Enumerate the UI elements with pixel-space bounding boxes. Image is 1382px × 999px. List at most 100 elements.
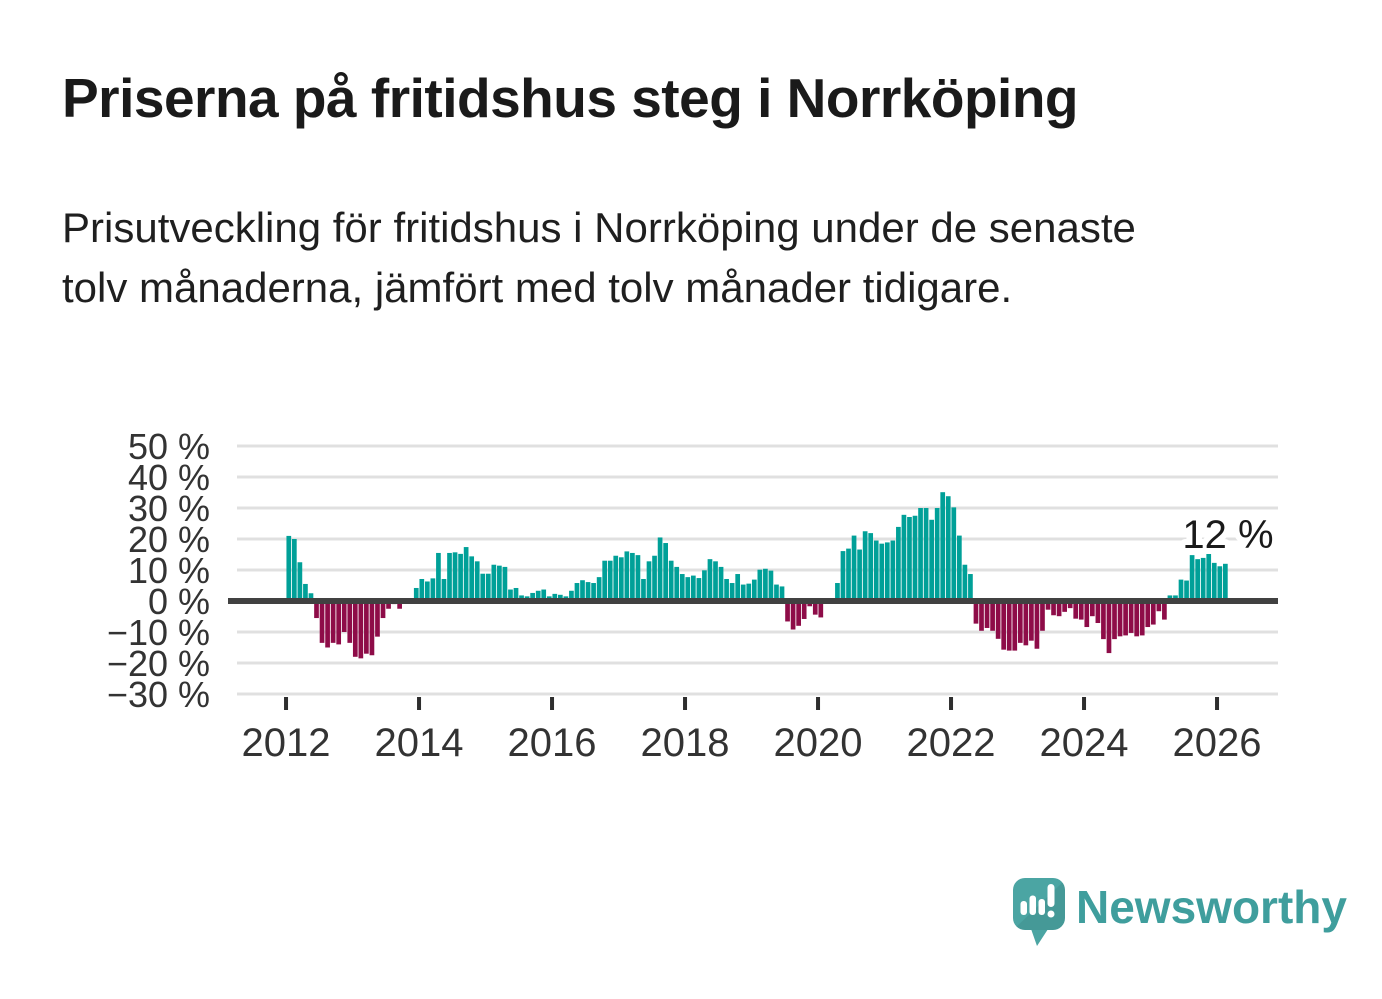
- bar: [1034, 601, 1040, 649]
- bar: [1045, 601, 1051, 610]
- bar: [973, 601, 979, 624]
- x-axis-tick: [284, 697, 289, 710]
- bar: [984, 601, 990, 628]
- bar: [740, 584, 746, 601]
- bar: [1223, 563, 1228, 601]
- bar: [452, 552, 458, 601]
- bar: [646, 561, 652, 601]
- bar: [884, 542, 890, 601]
- bar: [591, 583, 596, 601]
- y-axis-tick-label: −20 %: [107, 643, 210, 684]
- bar: [336, 601, 342, 645]
- bar: [652, 555, 657, 601]
- bar: [702, 570, 707, 601]
- bar: [508, 589, 513, 601]
- bar: [846, 548, 851, 601]
- bar: [618, 557, 624, 601]
- bar: [968, 574, 973, 601]
- bar: [779, 586, 785, 601]
- y-axis-tick-label: 50 %: [128, 426, 210, 467]
- zero-axis-line: [228, 598, 1278, 604]
- bar: [923, 508, 929, 601]
- y-axis-tick-label: 30 %: [128, 488, 210, 529]
- bar: [596, 577, 602, 601]
- bar: [929, 519, 934, 601]
- bar: [840, 551, 846, 601]
- bar: [413, 587, 419, 601]
- x-axis-tick-label: 2018: [641, 721, 730, 765]
- bar: [1178, 579, 1184, 601]
- bar: [1062, 601, 1067, 612]
- bar: [369, 601, 375, 656]
- x-axis-tick: [949, 697, 954, 710]
- page-title: Priserna på fritidshus steg i Norrköping: [62, 67, 1079, 129]
- bar: [1095, 601, 1101, 624]
- bar: [1056, 601, 1062, 617]
- bar: [1195, 559, 1200, 601]
- bar: [480, 573, 486, 601]
- bar: [696, 578, 702, 601]
- bar: [685, 577, 691, 601]
- bar: [1211, 562, 1217, 601]
- bar: [901, 514, 907, 601]
- bar: [1134, 601, 1140, 637]
- bar: [491, 564, 497, 601]
- bar: [624, 551, 630, 601]
- bar: [441, 578, 447, 601]
- bar: [663, 543, 668, 601]
- bar: [1156, 601, 1162, 612]
- bar: [341, 601, 347, 632]
- x-axis-tick: [816, 697, 821, 710]
- page-subtitle: Prisutveckling för fritidshus i Norrköpi…: [62, 204, 1136, 311]
- bar: [873, 540, 879, 601]
- bar: [979, 601, 984, 631]
- bar: [530, 592, 535, 601]
- bar: [1184, 580, 1189, 601]
- bar: [907, 516, 912, 601]
- y-axis-tick-label: 0 %: [148, 581, 210, 622]
- last-value-annotation: 12 %: [1182, 513, 1273, 557]
- bar-chart-glyph: [1020, 895, 1045, 915]
- x-axis-tick: [1215, 697, 1220, 710]
- bar: [535, 590, 541, 601]
- bar: [945, 496, 951, 601]
- bar: [569, 590, 574, 601]
- bar: [1006, 601, 1012, 651]
- bar: [690, 575, 696, 601]
- bar: [1029, 601, 1034, 641]
- bar: [868, 533, 874, 601]
- bar: [857, 549, 862, 601]
- bar: [347, 601, 353, 643]
- bar: [474, 561, 480, 601]
- bar: [1139, 601, 1145, 636]
- bar: [657, 537, 663, 601]
- bar: [679, 574, 685, 601]
- gridline: [237, 661, 1278, 665]
- bar: [641, 578, 646, 601]
- bar: [724, 578, 729, 601]
- bar: [330, 601, 336, 643]
- bar: [364, 601, 369, 654]
- gridline: [237, 506, 1278, 510]
- bar: [607, 560, 613, 601]
- bar: [497, 565, 502, 601]
- gridline: [237, 444, 1278, 448]
- bar: [585, 582, 591, 601]
- bar: [308, 593, 314, 601]
- bar: [419, 578, 425, 601]
- bar: [1162, 601, 1167, 620]
- bar: [303, 583, 308, 601]
- x-axis-tick-label: 2020: [774, 721, 863, 765]
- bar: [1084, 601, 1090, 628]
- bar: [1189, 555, 1195, 601]
- bar: [1040, 601, 1045, 631]
- bar: [729, 583, 735, 601]
- gridline: [237, 475, 1278, 479]
- bar: [851, 535, 857, 601]
- bar: [768, 570, 774, 601]
- speech-bubble-icon: [1013, 878, 1065, 946]
- bar: [812, 601, 818, 615]
- bar: [818, 601, 824, 618]
- bar: [957, 535, 962, 601]
- bar: [1001, 601, 1007, 650]
